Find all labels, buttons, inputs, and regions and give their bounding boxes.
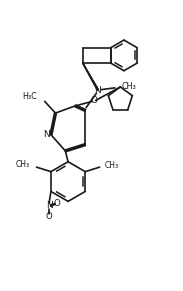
- Text: N: N: [43, 130, 50, 139]
- Text: N: N: [94, 86, 101, 95]
- Text: CH₃: CH₃: [122, 82, 136, 91]
- Text: O: O: [91, 96, 98, 105]
- Polygon shape: [83, 63, 98, 90]
- Text: N: N: [46, 201, 53, 210]
- Text: H₃C: H₃C: [22, 92, 37, 101]
- Text: CH₃: CH₃: [16, 160, 30, 169]
- Text: O: O: [54, 199, 61, 208]
- Text: O: O: [45, 212, 52, 221]
- Text: CH₃: CH₃: [104, 161, 118, 170]
